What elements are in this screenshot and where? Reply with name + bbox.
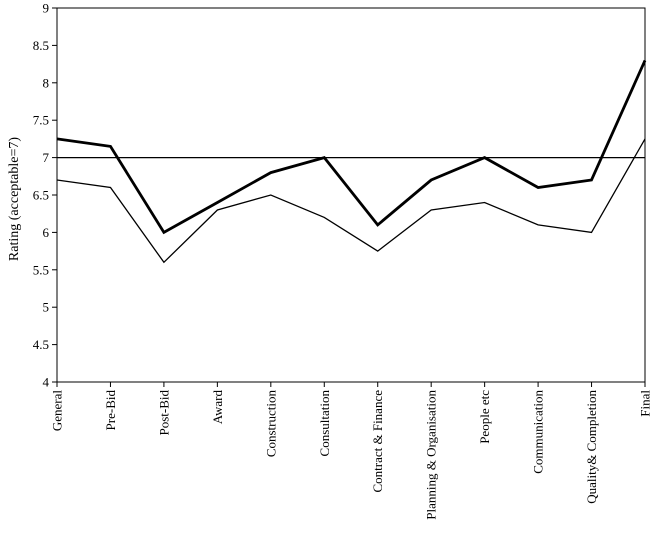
x-tick-label: People etc [477, 390, 492, 444]
x-axis: General Pre-Bid Post-Bid Award Construction C… [50, 382, 653, 520]
series-line-1 [56, 59, 647, 235]
y-tick-label: 5.5 [33, 262, 49, 277]
series-layer [56, 59, 647, 264]
plot-border [56, 7, 646, 383]
x-tick-label: Pre-Bid [103, 390, 118, 431]
x-tick-label: Award [210, 390, 225, 425]
x-tick-label: Planning & Organisation [424, 390, 439, 520]
y-tick-label: 7 [43, 150, 50, 165]
y-axis-title: Rating (acceptable=7) [7, 137, 22, 261]
x-tick-label: Post-Bid [156, 390, 171, 436]
y-tick-label: 8.5 [33, 38, 49, 53]
y-tick-label: 6.5 [33, 188, 49, 203]
y-tick-label: 4.5 [33, 337, 49, 352]
x-tick-label: Construction [263, 390, 278, 458]
y-tick-label: 5 [43, 300, 50, 315]
x-tick-label: General [50, 390, 65, 432]
y-tick-label: 8 [43, 75, 50, 90]
x-tick-label: Contract & Finance [370, 390, 385, 493]
y-tick-label: 7.5 [33, 113, 49, 128]
x-tick-label: Communication [531, 390, 546, 474]
y-tick-label: 6 [43, 225, 50, 240]
series-line-2 [56, 138, 646, 264]
x-tick-label: Final [638, 390, 653, 417]
y-tick-label: 9 [43, 1, 50, 16]
x-tick-label: Quality& Completion [584, 390, 599, 504]
x-tick-label: Consultation [317, 390, 332, 457]
plot-area [56, 7, 646, 383]
y-tick-label: 4 [43, 375, 50, 390]
y-axis: 4 4.5 5 5.5 6 6.5 7 7.5 8 8.5 9 [33, 1, 57, 390]
